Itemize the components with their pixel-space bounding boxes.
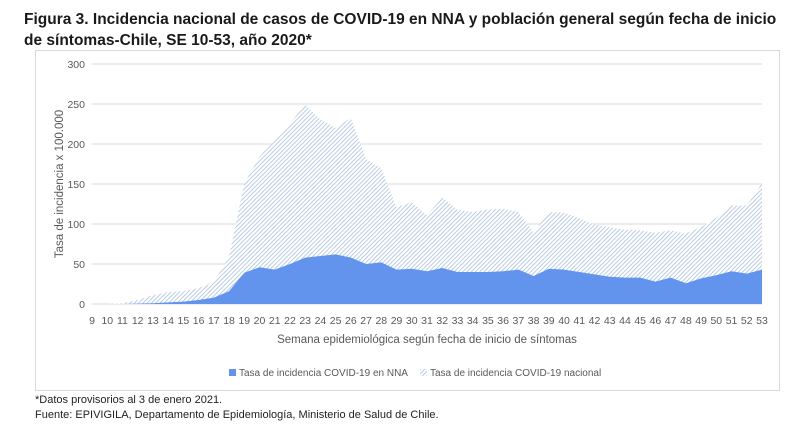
x-tick-label: 36 <box>497 315 509 327</box>
x-tick-label: 16 <box>193 315 205 327</box>
y-tick-label: 50 <box>73 259 85 271</box>
x-tick-label: 29 <box>391 315 403 327</box>
x-tick-label: 14 <box>162 315 174 327</box>
y-tick-label: 100 <box>67 219 85 231</box>
x-tick-label: 17 <box>208 315 220 327</box>
x-tick-label: 39 <box>543 315 555 327</box>
y-tick-label: 250 <box>67 99 85 111</box>
x-tick-label: 22 <box>284 315 296 327</box>
x-tick-label: 30 <box>406 315 418 327</box>
x-tick-label: 20 <box>254 315 266 327</box>
legend: Tasa de incidencia COVID-19 en NNA Tasa … <box>229 368 601 379</box>
x-tick-label: 49 <box>695 315 707 327</box>
chart-frame <box>35 50 780 391</box>
y-tick-label: 150 <box>67 179 85 191</box>
x-tick-label: 12 <box>132 315 144 327</box>
x-tick-label: 33 <box>452 315 464 327</box>
x-tick-label: 21 <box>269 315 281 327</box>
x-tick-label: 18 <box>223 315 235 327</box>
x-tick-label: 25 <box>330 315 342 327</box>
x-tick-label: 52 <box>741 315 753 327</box>
x-tick-label: 13 <box>147 315 159 327</box>
x-tick-label: 41 <box>573 315 585 327</box>
x-tick-labels: 9 10 11 12 13 14 15 16 17 18 19 20 21 22 23 24 25 26 27 28 2… <box>89 315 768 327</box>
x-axis-label: Semana epidemiológica según fecha de ini… <box>277 334 577 346</box>
x-tick-label: 27 <box>360 315 372 327</box>
y-tick-label: 0 <box>79 299 85 311</box>
y-tick-labels: 0 50 100 150 200 250 300 <box>67 59 85 311</box>
x-tick-label: 35 <box>482 315 494 327</box>
x-tick-label: 24 <box>315 315 327 327</box>
x-tick-label: 40 <box>558 315 570 327</box>
x-tick-label: 26 <box>345 315 357 327</box>
legend-swatch-nacional <box>420 369 427 376</box>
x-tick-label: 45 <box>634 315 646 327</box>
x-tick-label: 46 <box>650 315 662 327</box>
x-tick-label: 31 <box>421 315 433 327</box>
x-tick-label: 28 <box>375 315 387 327</box>
legend-label-nna: Tasa de incidencia COVID-19 en NNA <box>239 368 408 379</box>
series-areas <box>92 104 762 304</box>
x-tick-label: 19 <box>238 315 250 327</box>
y-tick-label: 300 <box>67 59 85 71</box>
y-axis-label: Tasa de incidencia x 100.000 <box>54 110 66 258</box>
x-tick-label: 42 <box>589 315 601 327</box>
x-tick-label: 53 <box>756 315 768 327</box>
x-tick-label: 37 <box>513 315 525 327</box>
footnote: *Datos provisorios al 3 de enero 2021. <box>35 394 223 406</box>
legend-label-nacional: Tasa de incidencia COVID-19 nacional <box>430 368 601 379</box>
x-tick-label: 23 <box>299 315 311 327</box>
x-tick-label: 48 <box>680 315 692 327</box>
x-tick-label: 47 <box>665 315 677 327</box>
x-tick-label: 38 <box>528 315 540 327</box>
area-nacional <box>92 104 762 304</box>
legend-swatch-nna <box>229 369 236 376</box>
x-tick-label: 11 <box>117 315 128 327</box>
area-nna <box>92 254 762 304</box>
x-tick-label: 51 <box>726 315 738 327</box>
y-tick-label: 200 <box>67 139 85 151</box>
x-tick-label: 10 <box>101 315 113 327</box>
figure-title: Figura 3. Incidencia nacional de casos d… <box>24 11 777 49</box>
x-tick-label: 32 <box>436 315 448 327</box>
x-tick-label: 50 <box>710 315 722 327</box>
x-tick-label: 9 <box>89 315 95 327</box>
x-tick-label: 43 <box>604 315 616 327</box>
x-tick-label: 34 <box>467 315 479 327</box>
source-note: Fuente: EPIVIGILA, Departamento de Epide… <box>35 409 439 421</box>
x-tick-label: 15 <box>178 315 190 327</box>
x-tick-label: 44 <box>619 315 631 327</box>
